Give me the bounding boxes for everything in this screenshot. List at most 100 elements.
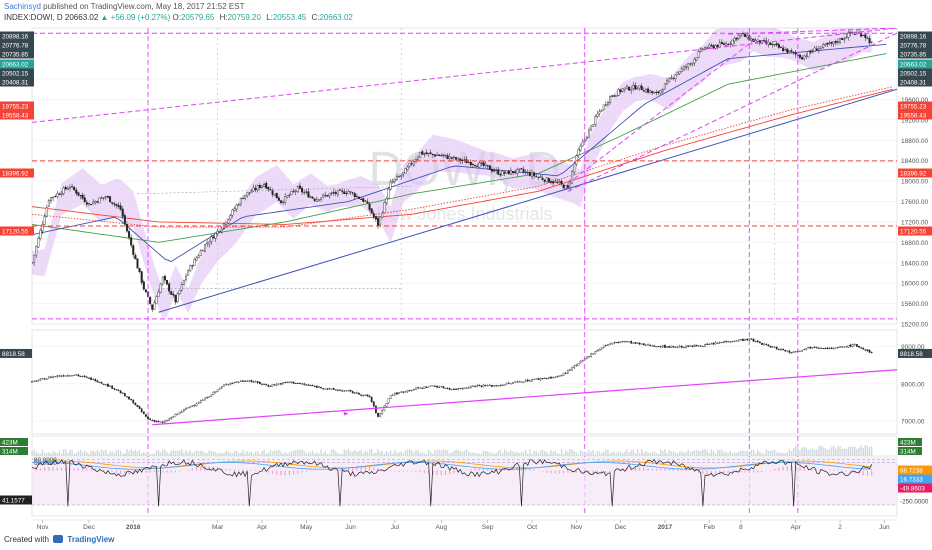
secondary-candle-body — [535, 378, 538, 380]
oscillator-histogram-bar — [871, 470, 873, 476]
volume-bar — [565, 450, 567, 456]
oscillator-histogram-bar — [668, 467, 670, 471]
secondary-candle-body — [123, 393, 126, 397]
secondary-candle-body — [183, 409, 185, 412]
volume-bar — [440, 450, 442, 456]
secondary-candle-body — [653, 345, 656, 347]
oscillator-histogram-bar — [406, 470, 409, 472]
volume-bar — [265, 453, 267, 456]
secondary-candle-body — [765, 344, 768, 345]
secondary-candle-body — [204, 397, 206, 401]
secondary-candle-body — [512, 382, 514, 384]
volume-bar — [503, 449, 506, 456]
candle-body — [824, 43, 827, 46]
candle-body — [134, 255, 137, 260]
secondary-candle-body — [166, 420, 168, 422]
secondary-candle-body — [685, 345, 687, 348]
price-tick-label: 18000.00 — [901, 179, 928, 186]
volume-bar — [769, 450, 772, 456]
right-price-scale: 20898.16 20776.78 20735.85 20663.02 20502.15… — [898, 31, 932, 236]
candle-body — [801, 57, 804, 60]
secondary-candle-body — [277, 383, 280, 385]
volume-bar — [738, 451, 740, 456]
price-tick-label: 17200.00 — [901, 219, 928, 226]
secondary-candle-body — [396, 392, 398, 395]
secondary-candle-body — [187, 407, 189, 409]
candle-body — [334, 192, 337, 194]
candle-body — [284, 196, 287, 203]
created-with-text: Created with — [4, 535, 49, 544]
volume-bar — [664, 449, 666, 456]
volume-bar — [459, 451, 461, 456]
candle-body — [501, 171, 504, 176]
secondary-candle-body — [674, 347, 677, 348]
secondary-candle-body — [324, 388, 327, 390]
candle-body — [632, 84, 635, 89]
candle-body — [347, 191, 350, 194]
candle-body — [37, 237, 40, 248]
candle-body — [322, 194, 325, 198]
time-tick-label: Dec — [615, 524, 627, 531]
secondary-candle-body — [820, 347, 822, 349]
oscillator-histogram-bar — [774, 468, 776, 471]
tradingview-brand[interactable]: TradingView — [67, 535, 115, 544]
candle-body — [336, 190, 339, 195]
secondary-candle-body — [562, 373, 565, 376]
candle-body — [303, 192, 306, 194]
volume-bar — [326, 453, 329, 456]
secondary-candle-body — [212, 392, 215, 395]
chart-header: Sachinsyd published on TradingView.com, … — [0, 0, 932, 28]
right-price-label: 17120.55 — [900, 229, 927, 236]
candle-body — [653, 92, 656, 94]
secondary-candle-body — [794, 351, 797, 353]
oscillator-main-line — [31, 458, 872, 507]
secondary-candle-body — [398, 392, 400, 394]
volume-bar — [316, 452, 318, 456]
oscillator-histogram-bar — [681, 468, 683, 471]
oscillator-histogram-bar — [588, 470, 590, 474]
volume-bar — [202, 451, 204, 456]
candle-body — [771, 44, 774, 46]
oscillator-histogram-bar — [271, 470, 274, 474]
left-price-label-tag — [0, 226, 34, 236]
oscillator-histogram-bar — [571, 470, 573, 473]
candle-body — [805, 55, 808, 57]
volume-bar — [786, 452, 788, 456]
oscillator-histogram-bar — [398, 470, 400, 472]
secondary-candle-body — [250, 380, 253, 382]
secondary-candle-body — [645, 344, 647, 346]
secondary-candle-body — [199, 400, 202, 403]
secondary-candle-body — [723, 341, 725, 343]
volume-bar — [655, 453, 658, 456]
volume-bar — [826, 449, 829, 456]
secondary-candle-body — [83, 375, 86, 377]
secondary-candle-body — [678, 345, 681, 348]
candle-body — [404, 168, 407, 174]
volume-bar — [60, 453, 63, 456]
candle-body — [554, 181, 557, 183]
candle-body — [52, 196, 55, 198]
secondary-candle-body — [758, 341, 761, 344]
volume-bar — [518, 453, 521, 456]
volume-bar — [324, 450, 326, 456]
secondary-candle-body — [58, 375, 61, 377]
volume-bar — [674, 452, 677, 456]
secondary-candle-body — [592, 353, 595, 355]
author-name[interactable]: Sachinsyd — [4, 2, 41, 11]
left-price-label: 19755.23 — [2, 104, 29, 111]
candle-body — [659, 89, 662, 94]
volume-bar — [716, 449, 719, 456]
volume-bar — [792, 447, 795, 456]
oscillator-histogram-bar — [191, 468, 193, 471]
secondary-candle-body — [406, 390, 409, 392]
candle-body — [493, 170, 496, 172]
volume-bar — [31, 451, 33, 456]
secondary-candle-body — [702, 345, 704, 347]
secondary-candle-body — [818, 347, 820, 349]
oscillator-histogram-bar — [428, 470, 430, 474]
secondary-candle-body — [351, 391, 354, 394]
oscillator-histogram-bar — [124, 470, 126, 475]
volume-bar — [666, 452, 668, 456]
candle-body — [248, 192, 251, 194]
